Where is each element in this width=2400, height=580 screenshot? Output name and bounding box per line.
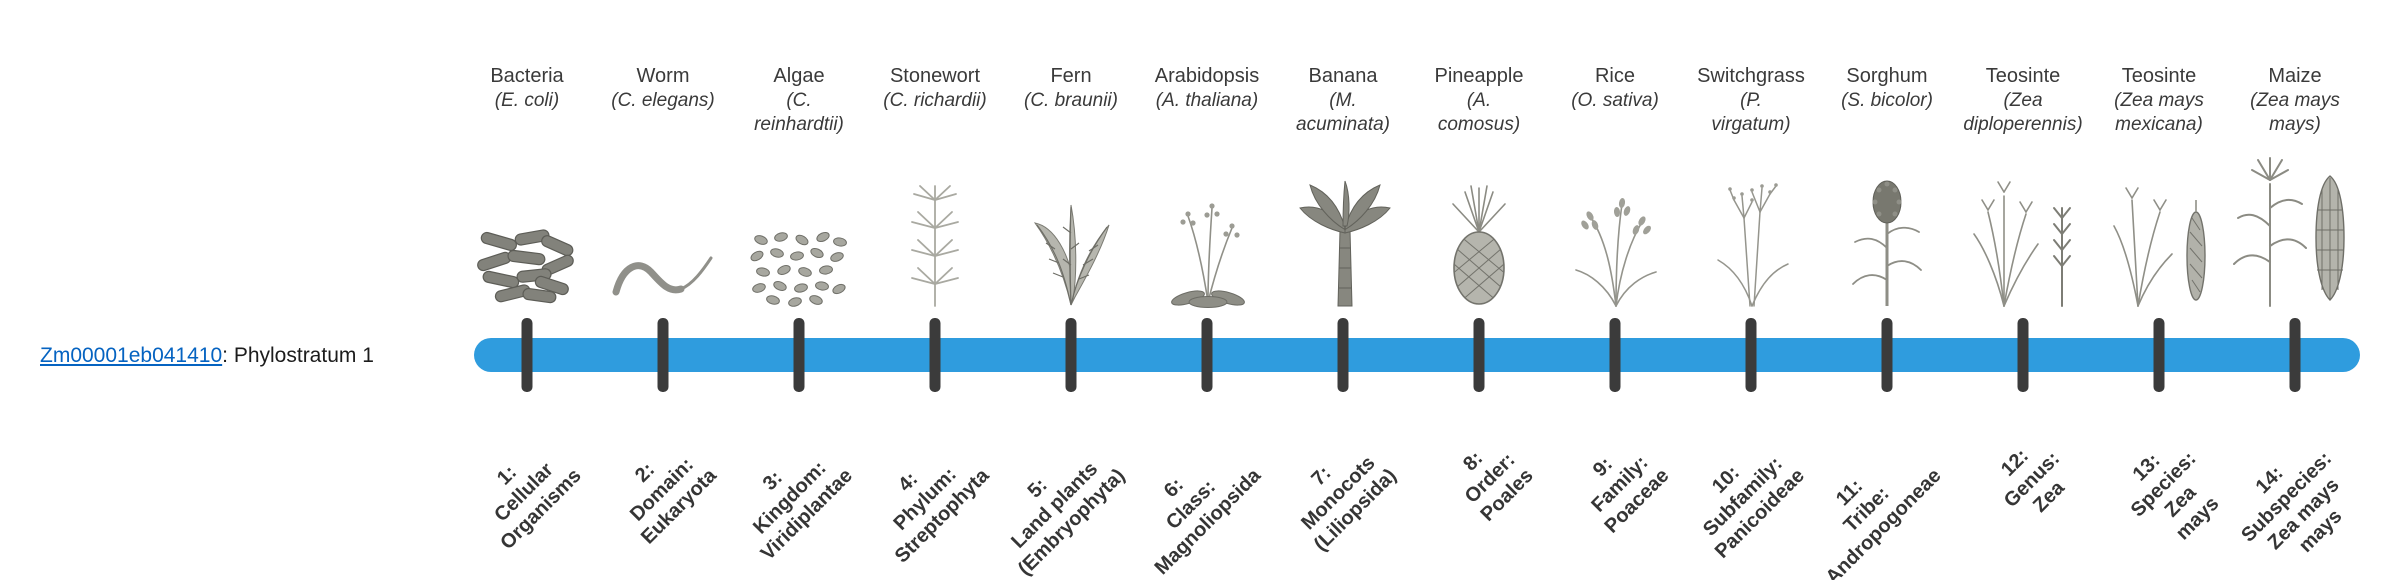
stratum-label-10: 10: Subfamily: Panicoideae <box>1699 452 1810 563</box>
taxon-column-fern: Fern (C. braunii) <box>979 64 1163 308</box>
worm-icon <box>611 246 716 308</box>
taxon-species: (A. comosus) <box>1437 90 1521 135</box>
timeline-tick-10 <box>1745 318 1757 392</box>
stratum-label-3: 3: Kingdom: Viridiplantae <box>749 457 858 565</box>
stonewort-icon <box>900 180 970 308</box>
teosinte-icon <box>1966 178 2081 308</box>
timeline-tick-12 <box>2017 318 2029 392</box>
taxon-column-switchgrass: Switchgrass (P. virgatum) <box>1659 64 1843 308</box>
timeline-tick-9 <box>1609 318 1621 392</box>
rice-icon <box>1568 188 1663 308</box>
taxon-column-teosinte-mexicana: Teosinte (Zea mays mexicana) <box>2067 64 2251 308</box>
timeline-tick-3 <box>793 318 805 392</box>
banana-icon <box>1293 178 1393 308</box>
taxon-name: Rice <box>1594 65 1635 87</box>
timeline-tick-8 <box>1473 318 1485 392</box>
timeline-tick-6 <box>1201 318 1213 392</box>
bacteria-icon <box>475 226 580 308</box>
stratum-label-2: 2: Domain: Eukaryota <box>626 453 722 549</box>
taxon-name: Pineapple <box>1434 65 1524 87</box>
maize-icon <box>2230 150 2360 308</box>
taxon-species: (Zea mays mays) <box>2250 90 2340 135</box>
stratum-label-8: 8: Order: Poales <box>1458 447 1538 526</box>
timeline-tick-5 <box>1065 318 1077 392</box>
timeline-bar <box>474 338 2360 372</box>
timeline-tick-7 <box>1337 318 1349 392</box>
taxon-species: (E. coli) <box>494 90 560 111</box>
taxon-column-sorghum: Sorghum (S. bicolor) <box>1795 64 1979 308</box>
stratum-label-9: 9: Family: Poaceae <box>1587 451 1674 538</box>
taxon-column-banana: Banana (M. acuminata) <box>1251 64 1435 308</box>
taxon-column-stonewort: Stonewort (C. richardii) <box>843 64 1027 308</box>
taxon-species: (S. bicolor) <box>1841 90 1933 111</box>
taxon-name: Teosinte <box>2121 65 2197 87</box>
taxon-species: (O. sativa) <box>1571 90 1659 111</box>
taxon-species: (C. braunii) <box>1024 90 1118 111</box>
taxon-name: Stonewort <box>889 65 981 87</box>
switchgrass-icon <box>1704 178 1799 308</box>
taxon-species: (Zea mays mexicana) <box>2114 90 2204 135</box>
taxon-name: Teosinte <box>1985 65 2061 87</box>
taxon-name: Worm <box>636 65 690 87</box>
taxon-column-arabidopsis: Arabidopsis (A. thaliana) <box>1115 64 1299 308</box>
stratum-label-7: 7: Monocots (Liliopsida) <box>1297 452 1402 556</box>
timeline-tick-2 <box>657 318 669 392</box>
taxon-column-pineapple: Pineapple (A. comosus) <box>1387 64 1571 308</box>
taxon-species: (Zea diploperennis) <box>1963 90 2083 135</box>
stratum-label-14: 14: Subspecies: Zea mays mays <box>2237 447 2347 557</box>
taxon-name: Banana <box>1308 65 1378 87</box>
taxon-column-bacteria: Bacteria (E. coli) <box>435 64 619 308</box>
timeline-tick-14 <box>2289 318 2301 392</box>
taxon-species: (M. acuminata) <box>1296 90 1390 135</box>
teosinte-icon <box>2102 178 2217 308</box>
taxon-name: Fern <box>1050 65 1092 87</box>
timeline-tick-13 <box>2153 318 2165 392</box>
taxon-species: (C. reinhardtii) <box>754 90 844 135</box>
phylostratum-text: : Phylostratum 1 <box>222 344 374 367</box>
taxon-species: (A. thaliana) <box>1155 90 1259 111</box>
gene-label: Zm00001eb041410: Phylostratum 1 <box>40 343 374 369</box>
taxon-name: Arabidopsis <box>1154 65 1260 87</box>
taxon-column-algae: Algae (C. reinhardtii) <box>707 64 891 308</box>
stratum-label-6: 6: Class: Magnoliopsida <box>1150 464 1266 580</box>
taxon-species: (P. virgatum) <box>1711 90 1791 135</box>
taxon-name: Maize <box>2268 65 2322 87</box>
timeline-tick-4 <box>929 318 941 392</box>
taxon-name: Switchgrass <box>1697 65 1805 87</box>
arabidopsis-icon <box>1160 196 1255 308</box>
stratum-label-12: 12: Genus: Zea <box>1997 444 2070 517</box>
taxon-name: Sorghum <box>1846 65 1928 87</box>
stratum-label-11: 11: Tribe: Andropogoneae <box>1821 464 1946 580</box>
fern-icon <box>1015 193 1127 308</box>
algae-icon <box>747 228 852 308</box>
taxon-species: (C. elegans) <box>611 90 715 111</box>
timeline-tick-11 <box>1881 318 1893 392</box>
taxon-column-teosinte-diploperennis: Teosinte (Zea diploperennis) <box>1931 64 2115 308</box>
gene-id-link[interactable]: Zm00001eb041410 <box>40 344 223 367</box>
taxon-species: (C. richardii) <box>883 90 987 111</box>
taxon-column-worm: Worm (C. elegans) <box>571 64 755 308</box>
sorghum-icon <box>1845 176 1930 308</box>
taxon-name: Bacteria <box>490 65 564 87</box>
stratum-label-5: 5: Land plants (Embryophyta) <box>1007 457 1130 580</box>
taxon-column-maize: Maize (Zea mays mays) <box>2203 64 2387 308</box>
stratum-label-4: 4: Phylum: Streptophyta <box>889 463 994 568</box>
taxon-column-rice: Rice (O. sativa) <box>1523 64 1707 308</box>
timeline-tick-1 <box>521 318 533 392</box>
stratum-label-13: 13: Species: Zea mays <box>2126 447 2224 545</box>
taxon-name: Algae <box>773 65 825 87</box>
pineapple-icon <box>1439 182 1519 308</box>
stratum-label-1: 1: Cellular Organisms <box>489 458 586 555</box>
